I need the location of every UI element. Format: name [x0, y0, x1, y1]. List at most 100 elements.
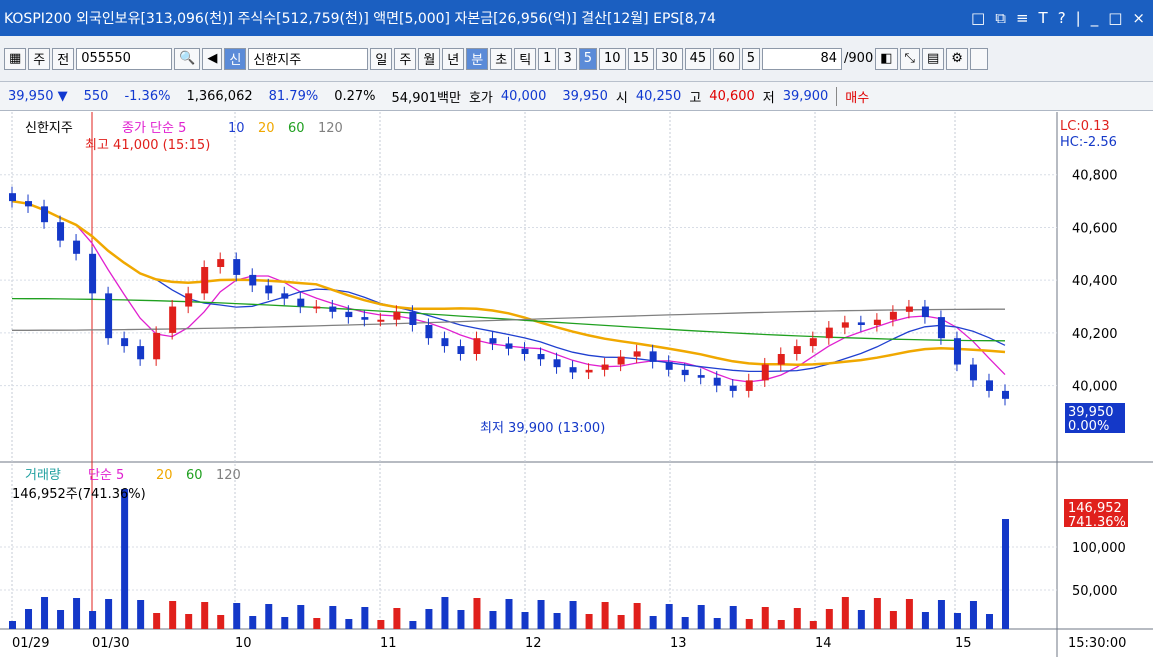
save-icon[interactable]: ▤ [921, 47, 945, 70]
volume-legend-20: 20 [156, 468, 173, 483]
volume-current-tag: 146,952 [1068, 501, 1122, 516]
x-label: 14 [815, 636, 832, 651]
volume-bar [425, 609, 433, 629]
search-icon[interactable]: 🔍 [174, 47, 201, 70]
high-price: 40,600 [709, 88, 755, 104]
volume-bar [201, 602, 209, 629]
candle-body [137, 346, 145, 360]
volume-bar [889, 611, 897, 629]
chart-type-icon[interactable]: ⤡ [899, 47, 920, 70]
current-price: 39,950 ▼ [8, 88, 68, 104]
volume-bar [521, 612, 529, 629]
period-tick[interactable]: 틱 [514, 47, 537, 70]
candle-body [473, 338, 481, 354]
candle-body [329, 306, 337, 312]
settings-icon[interactable]: ⚙ [946, 47, 968, 70]
help-icon[interactable]: ? [1057, 9, 1066, 27]
period-weekly[interactable]: 주 [394, 47, 417, 70]
price-legend-name[interactable]: 신한지주 [25, 121, 73, 136]
period-monthly[interactable]: 월 [418, 47, 441, 70]
chart-area[interactable]: 신한지주 종가 단순 5 10 20 60 120 최고 41,000 (15:… [0, 112, 1153, 657]
tile-icon[interactable]: ⧉ [995, 9, 1006, 27]
volume-bar [601, 602, 609, 629]
interval-select[interactable]: 5 [741, 47, 761, 70]
trade-amount: 54,901백만 [391, 90, 461, 106]
pin-icon[interactable]: ≡ [1015, 9, 1029, 27]
close-icon[interactable]: × [1132, 9, 1145, 27]
volume-bar [169, 601, 177, 629]
candle-body [729, 385, 737, 391]
volume-bar [841, 597, 849, 629]
high-annotation: 최고 41,000 (15:15) [85, 138, 210, 153]
open-price: 40,250 [635, 88, 682, 104]
candle-body [617, 356, 625, 365]
candle-body [633, 351, 641, 357]
period-second[interactable]: 초 [490, 47, 513, 70]
high-label: 고 [689, 90, 702, 106]
interval-3[interactable]: 3 [558, 47, 577, 70]
candle-body [57, 222, 65, 241]
interval-10[interactable]: 10 [599, 47, 626, 70]
count-input[interactable]: 84 [762, 47, 843, 70]
layout-icon[interactable]: ▦ [4, 47, 27, 70]
x-label: 10 [235, 636, 252, 651]
volume-bar [761, 607, 769, 629]
moving-average-line [11, 199, 1006, 366]
check-box[interactable] [969, 47, 988, 70]
interval-5[interactable]: 5 [578, 47, 598, 70]
interval-60[interactable]: 60 [713, 47, 740, 70]
candle-body [521, 348, 529, 354]
candle-body [1002, 390, 1009, 399]
candle-body [441, 338, 449, 347]
period-daily[interactable]: 일 [370, 47, 393, 70]
buy-button[interactable]: 매수 [836, 86, 877, 106]
candle-body [937, 317, 945, 339]
candle-body [905, 306, 913, 312]
restore-icon[interactable]: □ [971, 9, 986, 27]
turnover: 0.27% [334, 88, 376, 104]
stock-code-input[interactable]: 055550 [76, 47, 173, 70]
candle-body [361, 317, 369, 320]
interval-1[interactable]: 1 [538, 47, 557, 70]
interval-30[interactable]: 30 [656, 47, 683, 70]
candle-body [25, 201, 33, 207]
volume-bar [393, 608, 401, 629]
all-button[interactable]: 전 [52, 47, 75, 70]
volume-bar [793, 608, 801, 629]
candle-body [89, 253, 97, 294]
interval-45[interactable]: 45 [684, 47, 712, 70]
candle-body [889, 311, 897, 320]
stock-name-field[interactable]: 신한지주 [248, 47, 369, 70]
current-price-tag: 39,950 [1068, 405, 1114, 420]
candle-body [585, 369, 593, 373]
speaker-icon[interactable]: ◀ [202, 47, 223, 70]
window-buttons[interactable]: □ ⧉ ≡ T ? | _ □ × [971, 9, 1153, 27]
maximize-icon[interactable]: □ [1108, 9, 1123, 27]
period-yearly[interactable]: 년 [442, 47, 465, 70]
volume-bar [553, 613, 561, 629]
volume-bar [153, 613, 161, 629]
credit-badge[interactable]: 신 [224, 47, 247, 70]
volume-bar [905, 599, 913, 629]
minimize-icon[interactable]: _ [1090, 9, 1099, 27]
candle-body [73, 240, 81, 254]
candle-body [345, 311, 353, 318]
price-legend-60: 60 [288, 121, 305, 136]
font-icon[interactable]: T [1038, 9, 1048, 27]
candle-body [777, 354, 785, 365]
volume-bar [825, 609, 833, 629]
volume-bar [585, 614, 593, 629]
period-minute[interactable]: 분 [466, 47, 489, 70]
moving-average-line [11, 297, 1006, 342]
price-tick: 40,000 [1072, 380, 1118, 395]
candle-body [537, 354, 545, 360]
moving-average-line [11, 200, 1006, 373]
zoom-icon[interactable]: ◧ [875, 47, 898, 70]
volume-legend-120: 120 [216, 468, 241, 483]
volume-legend-name[interactable]: 거래량 [25, 468, 61, 483]
market-select[interactable]: 주 [28, 47, 51, 70]
volume-bar [665, 604, 673, 629]
volume-legend-60: 60 [186, 468, 203, 483]
volume-bar [41, 597, 49, 629]
interval-15[interactable]: 15 [627, 47, 655, 70]
